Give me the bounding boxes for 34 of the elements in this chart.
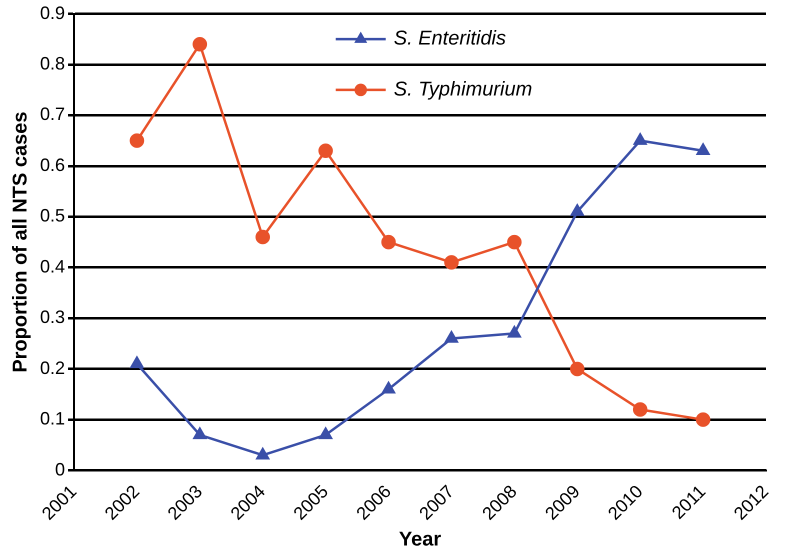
point — [632, 402, 648, 417]
point — [507, 234, 522, 250]
point — [696, 144, 710, 156]
y-tick-label: 0.8 — [40, 54, 66, 74]
point — [256, 448, 270, 460]
point — [255, 230, 270, 244]
y-tick-label: 0.6 — [40, 154, 66, 175]
point — [381, 234, 396, 250]
point — [193, 428, 206, 440]
y-tick-label: 0.4 — [40, 256, 66, 276]
point — [508, 326, 521, 338]
point — [192, 36, 208, 52]
point — [130, 133, 144, 148]
legend-label: S. Typhimurium — [394, 78, 532, 100]
y-tick-label: 0.2 — [40, 358, 66, 378]
point — [570, 204, 584, 216]
point — [130, 356, 144, 368]
y-tick-label: 0.5 — [40, 206, 66, 226]
y-tick-label: 0.9 — [40, 2, 66, 23]
point — [444, 255, 459, 270]
point — [634, 133, 647, 145]
y-tick-label: 0.1 — [40, 408, 66, 429]
y-tick-label: 0 — [55, 459, 66, 480]
x-axis-title: Year — [398, 528, 442, 551]
y-axis-title: Proportion of all NTS cases — [10, 112, 32, 373]
point — [318, 144, 333, 158]
point — [319, 428, 332, 440]
point — [570, 362, 585, 376]
y-tick-label: 0.7 — [40, 104, 66, 124]
legend-label: S. Enteritidis — [394, 28, 506, 50]
point — [445, 331, 458, 343]
point — [382, 382, 396, 394]
y-tick-label: 0.3 — [40, 307, 66, 328]
point — [696, 412, 710, 427]
